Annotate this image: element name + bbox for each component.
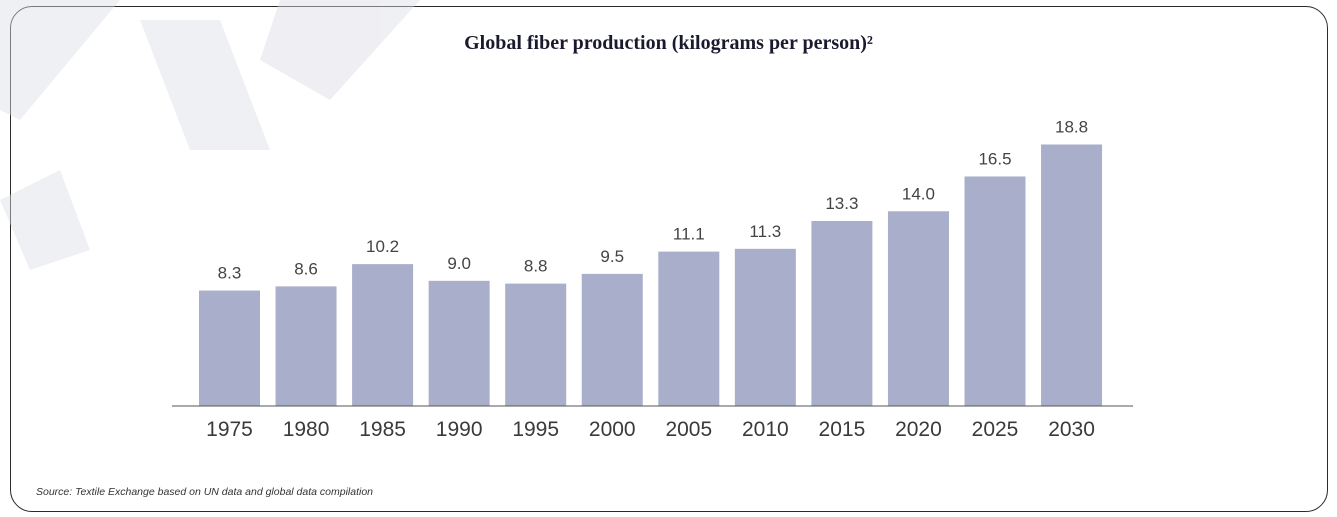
x-tick-label-1985: 1985	[359, 418, 406, 441]
data-label-2010: 11.3	[749, 222, 781, 241]
bar-1985	[352, 264, 414, 406]
x-tick-label-1990: 1990	[436, 418, 483, 441]
bar-1990	[428, 280, 490, 406]
bar-2025	[964, 176, 1026, 406]
x-tick-label-1975: 1975	[206, 418, 253, 441]
data-label-2000: 9.5	[600, 247, 624, 266]
bar-2005	[658, 251, 720, 406]
x-tick-label-2010: 2010	[742, 418, 789, 441]
data-label-2025: 16.5	[978, 149, 1011, 168]
bar-2000	[581, 273, 643, 406]
bar-1975	[199, 290, 260, 406]
data-label-2015: 13.3	[825, 194, 858, 213]
x-tick-label-2000: 2000	[589, 418, 636, 441]
chart-title: Global fiber production (kilograms per p…	[464, 32, 873, 54]
x-tick-label-1980: 1980	[283, 418, 330, 441]
bar-1995	[505, 283, 567, 406]
bar-2015	[811, 220, 873, 406]
data-label-1985: 10.2	[366, 237, 399, 256]
data-label-1980: 8.6	[294, 259, 318, 278]
x-tick-label-1995: 1995	[512, 418, 559, 441]
data-label-1975: 8.3	[218, 264, 242, 283]
source-note: Source: Textile Exchange based on UN dat…	[36, 486, 373, 498]
x-tick-label-2020: 2020	[895, 418, 942, 441]
data-label-1995: 8.8	[524, 257, 548, 276]
data-label-2030: 18.8	[1055, 117, 1088, 136]
x-tick-label-2025: 2025	[972, 418, 1019, 441]
x-tick-label-2030: 2030	[1048, 418, 1095, 441]
data-label-1990: 9.0	[447, 254, 471, 273]
data-label-2005: 11.1	[673, 225, 705, 244]
data-label-2020: 14.0	[902, 184, 935, 203]
bar-2020	[887, 211, 949, 406]
bar-2010	[734, 248, 796, 406]
bar-2030	[1041, 144, 1103, 406]
x-tick-label-2005: 2005	[665, 418, 712, 441]
x-tick-label-2015: 2015	[819, 418, 866, 441]
bar-1980	[275, 286, 337, 406]
